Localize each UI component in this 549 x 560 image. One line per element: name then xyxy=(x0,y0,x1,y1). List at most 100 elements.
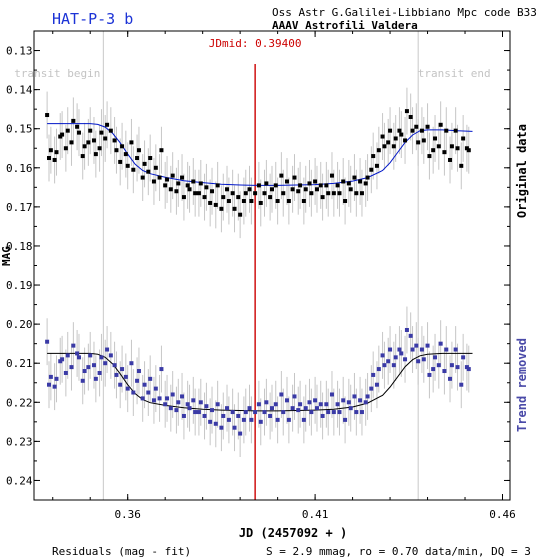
data-point-original xyxy=(176,181,181,186)
data-point-trend-removed xyxy=(436,363,441,368)
data-point-trend-removed xyxy=(453,347,458,352)
data-point-trend-removed xyxy=(399,351,404,356)
data-point-trend-removed xyxy=(129,361,134,366)
data-point-trend-removed xyxy=(279,392,284,397)
data-point-original xyxy=(208,200,213,205)
stats-label: S = 2.9 mmag, ro = 0.70 data/min, DQ = 3 xyxy=(266,545,531,558)
data-point-original xyxy=(365,175,370,180)
data-point-trend-removed xyxy=(388,347,393,352)
data-point-original xyxy=(202,195,207,200)
data-point-trend-removed xyxy=(142,382,147,387)
data-point-trend-removed xyxy=(376,367,381,372)
data-point-trend-removed xyxy=(63,370,68,375)
data-point-trend-removed xyxy=(408,333,413,338)
data-point-trend-removed xyxy=(449,363,454,368)
data-point-original xyxy=(243,191,248,196)
data-point-trend-removed xyxy=(151,398,156,403)
data-point-trend-removed xyxy=(45,339,50,344)
y-tick-label: 0.21 xyxy=(6,357,33,370)
data-point-trend-removed xyxy=(444,347,449,352)
data-point-original xyxy=(421,138,426,143)
data-point-trend-removed xyxy=(120,367,125,372)
data-point-original xyxy=(105,122,110,127)
data-point-original xyxy=(273,183,278,188)
data-point-original xyxy=(54,150,59,155)
data-point-trend-removed xyxy=(181,413,186,418)
data-point-original xyxy=(213,202,218,207)
data-point-original xyxy=(241,199,246,204)
x-tick-label: 0.41 xyxy=(302,508,329,521)
data-point-original xyxy=(193,191,198,196)
data-point-original xyxy=(114,148,119,153)
data-point-trend-removed xyxy=(459,382,464,387)
reference-lines xyxy=(102,31,419,500)
data-point-original xyxy=(343,199,348,204)
data-point-original xyxy=(346,181,351,186)
data-point-trend-removed xyxy=(125,386,130,391)
residuals-label: Residuals (mag - fit) xyxy=(52,545,192,558)
data-point-original xyxy=(153,165,158,170)
data-point-trend-removed xyxy=(386,359,391,364)
data-point-trend-removed xyxy=(225,406,230,411)
data-point-trend-removed xyxy=(88,353,93,358)
data-point-original xyxy=(314,187,319,192)
data-point-original xyxy=(120,144,125,149)
data-point-trend-removed xyxy=(232,425,237,430)
y-axis-label: MAG xyxy=(0,246,13,266)
data-point-original xyxy=(382,144,387,149)
data-point-original xyxy=(318,183,323,188)
data-point-original xyxy=(419,128,424,133)
data-point-trend-removed xyxy=(455,365,460,370)
data-point-trend-removed xyxy=(393,355,398,360)
data-point-original xyxy=(108,128,113,133)
data-point-trend-removed xyxy=(318,402,323,407)
data-point-original xyxy=(363,181,368,186)
data-point-original xyxy=(307,181,312,186)
error-bars xyxy=(46,87,470,458)
data-point-trend-removed xyxy=(461,355,466,360)
data-point-trend-removed xyxy=(219,425,224,430)
data-point-original xyxy=(215,183,220,188)
data-point-original xyxy=(348,187,353,192)
data-point-trend-removed xyxy=(303,406,308,411)
data-point-trend-removed xyxy=(466,367,471,372)
data-point-original xyxy=(163,183,168,188)
x-tick-label: 0.36 xyxy=(114,508,141,521)
data-point-trend-removed xyxy=(253,410,258,415)
data-point-trend-removed xyxy=(187,406,192,411)
data-point-original xyxy=(247,187,252,192)
data-point-trend-removed xyxy=(425,343,430,348)
data-point-trend-removed xyxy=(264,400,269,405)
data-point-trend-removed xyxy=(421,357,426,362)
data-point-original xyxy=(181,195,186,200)
data-point-trend-removed xyxy=(298,402,303,407)
data-point-original xyxy=(442,150,447,155)
data-point-trend-removed xyxy=(202,413,207,418)
data-point-original xyxy=(253,191,258,196)
data-point-trend-removed xyxy=(193,410,198,415)
data-point-trend-removed xyxy=(273,402,278,407)
data-point-original xyxy=(262,191,267,196)
data-point-original xyxy=(404,109,409,114)
data-point-trend-removed xyxy=(410,347,415,352)
data-point-trend-removed xyxy=(191,398,196,403)
data-point-trend-removed xyxy=(52,384,57,389)
data-point-original xyxy=(196,191,201,196)
data-point-original xyxy=(97,146,102,151)
data-point-original xyxy=(335,183,340,188)
data-point-original xyxy=(331,191,336,196)
data-point-trend-removed xyxy=(403,357,408,362)
y-tick-label: 0.16 xyxy=(6,162,33,175)
data-point-trend-removed xyxy=(247,406,252,411)
data-point-trend-removed xyxy=(165,396,170,401)
data-point-trend-removed xyxy=(153,386,158,391)
data-point-original xyxy=(168,187,173,192)
data-point-trend-removed xyxy=(284,398,289,403)
data-point-original xyxy=(444,128,449,133)
data-point-original xyxy=(369,167,374,172)
data-point-trend-removed xyxy=(163,402,168,407)
data-point-trend-removed xyxy=(168,406,173,411)
data-point-original xyxy=(324,183,329,188)
data-point-trend-removed xyxy=(176,400,181,405)
data-point-original xyxy=(88,128,93,133)
